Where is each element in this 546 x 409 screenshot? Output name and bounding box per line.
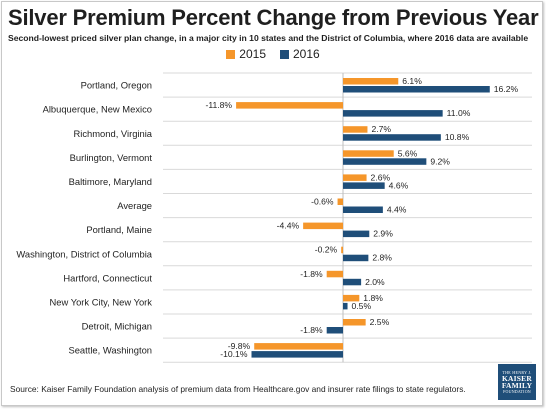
category-label-richmond-virginia: Richmond, Virginia xyxy=(73,128,152,139)
bar-2015-new-york-city-new-york xyxy=(343,294,360,302)
data-label-2015-albuquerque-new-mexico: -11.8% xyxy=(205,100,232,110)
data-label-2016-albuquerque-new-mexico: 11.0% xyxy=(447,108,471,118)
category-label-baltimore-maryland: Baltimore, Maryland xyxy=(69,176,152,187)
bar-2015-average xyxy=(337,198,343,205)
bar-2016-portland-maine xyxy=(343,230,370,238)
chart-subtitle: Second-lowest priced silver plan change,… xyxy=(8,33,529,43)
data-label-2015-burlington-vermont: 5.6% xyxy=(398,148,418,158)
legend-swatch-2016 xyxy=(280,49,289,59)
legend-item-2016: 2016 xyxy=(280,47,320,61)
chart-title: Silver Premium Percent Change from Previ… xyxy=(8,5,539,30)
bar-2015-richmond-virginia xyxy=(343,126,368,133)
data-label-2016-new-york-city-new-york: 0.5% xyxy=(352,301,372,311)
data-label-2015-portland-oregon: 6.1% xyxy=(402,76,422,86)
bar-2016-hartford-connecticut xyxy=(343,278,362,286)
legend-label-2015: 2015 xyxy=(239,47,266,61)
category-label-average: Average xyxy=(117,200,152,211)
bar-2016-portland-oregon xyxy=(343,86,490,93)
data-label-2015-seattle-washington: -9.8% xyxy=(228,341,251,351)
bar-2016-washington-district-of-columbia xyxy=(343,254,369,262)
logo-line1: THE HENRY J. xyxy=(502,369,532,375)
category-label-washington-district-of-columbia: Washington, District of Columbia xyxy=(16,248,152,259)
data-label-2015-portland-maine: -4.4% xyxy=(277,221,300,231)
data-label-2015-baltimore-maryland: 2.6% xyxy=(371,172,391,182)
category-label-burlington-vermont: Burlington, Vermont xyxy=(70,152,153,163)
data-label-2016-average: 4.4% xyxy=(387,205,407,215)
legend-label-2016: 2016 xyxy=(293,47,320,61)
data-label-2015-richmond-virginia: 2.7% xyxy=(371,124,391,134)
data-label-2016-portland-maine: 2.9% xyxy=(373,229,393,239)
data-label-2016-hartford-connecticut: 2.0% xyxy=(365,277,385,287)
bar-2016-richmond-virginia xyxy=(343,134,441,141)
data-label-2016-washington-district-of-columbia: 2.8% xyxy=(372,253,392,263)
bar-2015-portland-oregon xyxy=(343,78,399,85)
bar-2016-baltimore-maryland xyxy=(343,182,385,189)
data-label-2016-burlington-vermont: 9.2% xyxy=(430,156,450,166)
category-label-new-york-city-new-york: New York City, New York xyxy=(50,296,153,307)
category-label-hartford-connecticut: Hartford, Connecticut xyxy=(63,272,152,283)
bar-2015-hartford-connecticut xyxy=(326,270,343,278)
bar-2015-seattle-washington xyxy=(254,343,343,350)
bar-2015-burlington-vermont xyxy=(343,150,394,157)
data-label-2016-richmond-virginia: 10.8% xyxy=(445,132,470,142)
bar-2016-seattle-washington xyxy=(251,351,343,358)
source-note: Source: Kaiser Family Foundation analysi… xyxy=(10,384,466,394)
legend-item-2015: 2015 xyxy=(226,47,266,61)
category-label-portland-oregon: Portland, Oregon xyxy=(81,80,152,91)
data-label-2016-baltimore-maryland: 4.6% xyxy=(389,180,409,190)
category-label-detroit-michigan: Detroit, Michigan xyxy=(82,321,152,332)
logo-line2b: FAMILY xyxy=(501,381,533,390)
data-label-2016-portland-oregon: 16.2% xyxy=(494,84,519,94)
bar-2016-detroit-michigan xyxy=(326,327,343,334)
bar-2015-detroit-michigan xyxy=(343,319,366,326)
bar-2016-burlington-vermont xyxy=(343,158,427,165)
data-label-2016-seattle-washington: -10.1% xyxy=(220,349,248,359)
data-label-2015-average: -0.6% xyxy=(311,197,334,207)
bar-2015-albuquerque-new-mexico xyxy=(236,102,343,109)
data-label-2015-detroit-michigan: 2.5% xyxy=(370,317,390,327)
data-label-2015-washington-district-of-columbia: -0.2% xyxy=(315,245,338,255)
data-label-2015-hartford-connecticut: -1.8% xyxy=(300,269,323,279)
category-label-portland-maine: Portland, Maine xyxy=(86,224,152,235)
data-label-2016-detroit-michigan: -1.8% xyxy=(300,325,323,335)
data-label-2015-new-york-city-new-york: 1.8% xyxy=(363,293,383,303)
bar-2016-new-york-city-new-york xyxy=(343,302,348,310)
legend-swatch-2015 xyxy=(226,49,236,59)
bar-2015-washington-district-of-columbia xyxy=(341,246,343,254)
bar-2016-albuquerque-new-mexico xyxy=(343,110,443,117)
bar-2015-portland-maine xyxy=(303,222,343,230)
bar-2015-baltimore-maryland xyxy=(343,174,367,181)
legend: 2015 2016 xyxy=(0,47,546,61)
category-label-albuquerque-new-mexico: Albuquerque, New Mexico xyxy=(43,104,152,115)
kff-logo: THE HENRY J. KAISER FAMILY FOUNDATION xyxy=(498,364,536,400)
logo-line2a: KAISER xyxy=(502,373,532,383)
category-label-seattle-washington: Seattle, Washington xyxy=(68,345,152,356)
bar-2016-average xyxy=(343,206,383,213)
logo-line3: FOUNDATION xyxy=(503,388,531,394)
